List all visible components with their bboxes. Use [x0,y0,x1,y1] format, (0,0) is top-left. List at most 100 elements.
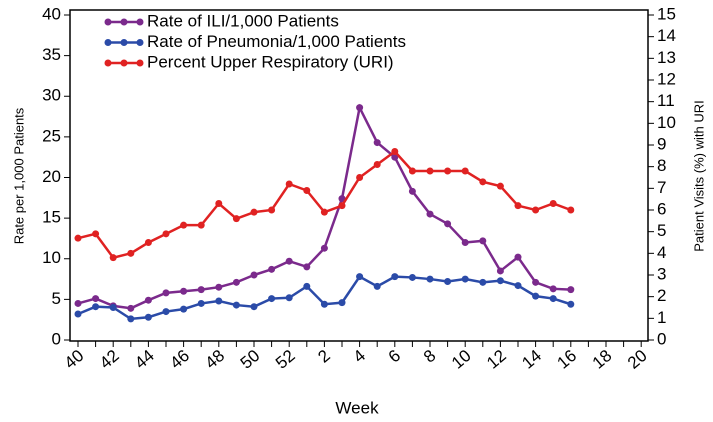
point [197,299,205,307]
x-tick-label: 18 [589,346,616,373]
point [356,174,364,181]
y-tick-label: 0 [52,329,61,348]
point [426,275,434,283]
x-tick-label: 42 [96,346,123,373]
legend-marker [120,39,128,46]
point [215,283,223,291]
point [74,299,82,307]
legend-marker [136,39,144,46]
point [250,208,258,216]
point [426,167,434,175]
y2-tick-label: 7 [657,178,666,197]
y-tick-label: 15 [42,208,61,227]
point [180,305,188,313]
point [197,221,205,229]
point [444,278,452,285]
x-tick-label: 10 [448,346,475,373]
point [285,257,293,265]
point [109,304,117,311]
x-tick-label: 44 [131,346,158,373]
x-tick-label: 6 [385,346,404,367]
point [285,294,293,302]
point [391,148,399,155]
point [215,200,223,207]
y-tick-label: 35 [42,45,61,64]
point [373,139,381,147]
y-tick-label: 10 [42,248,61,267]
y-tick-label: 5 [52,289,61,308]
point [444,167,452,175]
legend-marker [104,18,112,26]
point [549,285,557,293]
x-tick-label: 12 [483,346,510,373]
point [215,297,223,305]
point [338,202,346,210]
point [461,239,469,246]
point [250,271,258,279]
legend-marker [104,39,112,46]
point [426,210,434,218]
x-tick-label: 50 [237,346,264,373]
point [408,273,416,281]
point [479,237,487,245]
point [303,187,311,194]
point [567,300,575,308]
x-tick-label: 46 [166,346,193,373]
y2-tick-label: 3 [657,264,666,283]
y2-tick-label: 12 [657,69,676,88]
point [268,295,276,303]
point [232,278,240,286]
plot-frame [69,9,649,342]
y2-tick-label: 6 [657,199,666,218]
y2-axis-label: Patient Visits (%) with URI [691,100,706,251]
point [338,299,346,307]
point [391,273,399,281]
point [144,313,152,321]
point [127,249,135,257]
point [373,161,381,168]
point [356,273,364,281]
point [338,195,346,203]
point [92,303,100,311]
point [373,282,381,290]
x-tick-label: 48 [202,346,229,373]
legend-marker [136,18,144,26]
y2-tick-label: 14 [657,26,676,45]
point [320,244,328,252]
point [109,254,117,262]
legend-marker [104,59,112,67]
y-tick-label: 20 [42,167,61,186]
point [285,180,293,188]
point [180,287,188,295]
point [408,167,416,175]
y2-tick-label: 4 [657,243,666,262]
point [144,296,152,304]
x-tick-label: 4 [350,346,369,367]
y-tick-label: 40 [42,4,61,23]
y2-tick-label: 2 [657,286,666,305]
point [479,278,487,286]
legend-marker [120,18,128,26]
y2-tick-label: 0 [657,329,666,348]
point [549,200,557,207]
point [92,230,100,238]
legend-marker [136,59,144,67]
x-tick-label: 20 [624,346,651,373]
point [320,208,328,216]
point [461,275,469,283]
y-tick-label: 30 [42,86,61,105]
point [496,182,504,190]
y-tick-label: 25 [42,126,61,145]
point [532,206,540,214]
y2-tick-label: 15 [657,4,676,23]
point [356,104,364,112]
point [303,282,311,290]
point [567,286,575,294]
legend-label: Rate of Pneumonia/1,000 Patients [147,32,406,51]
point [162,289,170,297]
legend-marker [120,59,128,67]
point [496,267,504,275]
point [320,300,328,308]
